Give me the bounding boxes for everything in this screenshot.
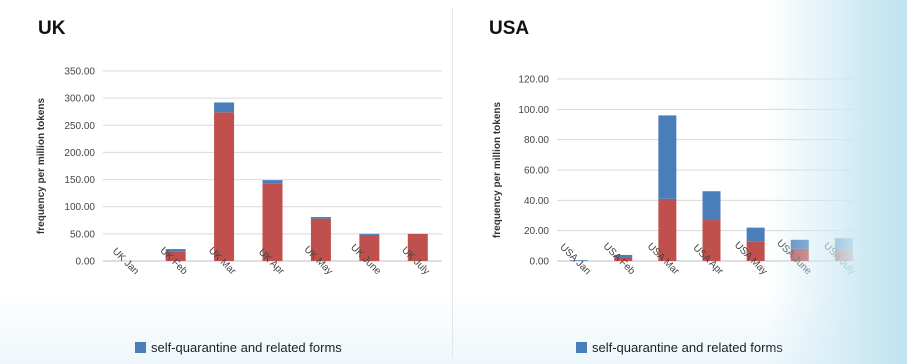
usa-bar-other — [658, 198, 677, 261]
usa-legend-label: self-quarantine and related forms — [592, 340, 783, 355]
usa-ytick-label: 120.00 — [518, 75, 549, 86]
uk-legend-swatch — [135, 342, 146, 353]
uk-ytick-label: 350.00 — [64, 67, 95, 78]
uk-bar-other — [407, 233, 428, 261]
uk-yaxis-title: frequency per million tokens — [36, 97, 47, 234]
usa-legend-swatch — [576, 342, 587, 353]
usa-bar-other — [614, 257, 633, 261]
usa-bar-self-quarantine — [790, 239, 809, 249]
uk-bar-other — [310, 218, 331, 261]
uk-bar-self-quarantine — [359, 233, 380, 235]
usa-yaxis-title: frequency per million tokens — [492, 101, 503, 238]
usa-bar-self-quarantine — [570, 260, 589, 261]
usa-bar-self-quarantine — [834, 238, 853, 249]
usa-chart-panel: USA 0.00 20.00 40.00 60.00 80.00 100.00 120.00… — [454, 0, 907, 364]
usa-chart-title: USA — [489, 18, 530, 39]
uk-chart-svg: 0.00 50.00 100.00 150.00 200.00 250.00 300.00 3… — [36, 67, 442, 278]
uk-bar-self-quarantine — [310, 217, 331, 219]
usa-bar-self-quarantine — [746, 227, 765, 242]
usa-bar-other — [702, 220, 721, 261]
uk-ytick-label: 150.00 — [64, 175, 95, 186]
uk-ytick-label: 300.00 — [64, 94, 95, 105]
uk-ytick-label: 200.00 — [64, 148, 95, 159]
uk-ytick-label: 100.00 — [64, 202, 95, 213]
usa-chart-svg: 0.00 20.00 40.00 60.00 80.00 100.00 120.00 freq… — [492, 75, 866, 278]
uk-legend: self-quarantine and related forms — [135, 340, 342, 355]
uk-bar-other — [214, 112, 235, 261]
panel-divider — [452, 8, 453, 358]
usa-ytick-label: 20.00 — [524, 226, 549, 237]
uk-legend-label: self-quarantine and related forms — [151, 340, 342, 355]
usa-ytick-label: 60.00 — [524, 166, 549, 177]
usa-ytick-label: 0.00 — [530, 257, 550, 268]
uk-bar-other — [165, 251, 186, 261]
uk-bar-other — [359, 234, 380, 261]
usa-bar-self-quarantine — [702, 191, 721, 221]
uk-bar-self-quarantine — [165, 249, 186, 252]
usa-category-label: USA Jan — [557, 242, 592, 277]
usa-ytick-label: 40.00 — [524, 196, 549, 207]
usa-bar-other — [746, 241, 765, 261]
usa-legend: self-quarantine and related forms — [576, 340, 783, 355]
uk-ytick-label: 250.00 — [64, 121, 95, 132]
usa-bar-self-quarantine — [614, 254, 633, 258]
uk-ytick-label: 50.00 — [70, 229, 95, 240]
uk-bar-other — [262, 183, 283, 261]
uk-bar-self-quarantine — [214, 102, 235, 113]
uk-ytick-label: 0.00 — [76, 257, 96, 268]
usa-ytick-label: 100.00 — [518, 105, 549, 116]
uk-category-label: UK Jan — [110, 246, 141, 277]
usa-bar-self-quarantine — [658, 115, 677, 199]
uk-chart-panel: UK 0.00 50.00 100.00 150.00 200.00 250.00 300.… — [0, 0, 453, 364]
uk-bar-self-quarantine — [262, 180, 283, 184]
usa-ytick-label: 80.00 — [524, 135, 549, 146]
usa-bar-other — [834, 248, 853, 261]
uk-chart-title: UK — [38, 18, 66, 39]
usa-bar-other — [790, 248, 809, 261]
